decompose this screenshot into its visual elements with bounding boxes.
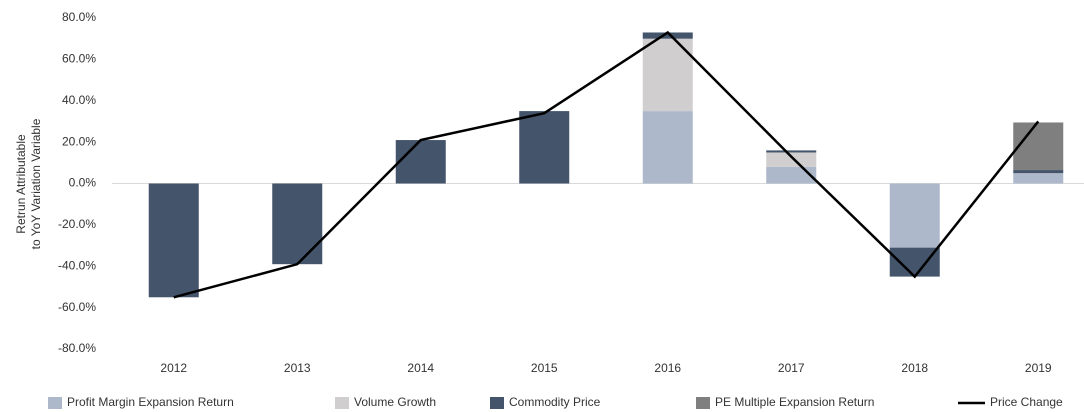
x-tick-label: 2012: [160, 361, 187, 375]
y-tick-label: 80.0%: [62, 10, 96, 24]
x-tick-label: 2019: [1025, 361, 1052, 375]
bar-segment: [889, 183, 940, 248]
bar-segment: [766, 166, 817, 184]
x-tick-label: 2017: [778, 361, 805, 375]
x-tick-label: 2014: [407, 361, 434, 375]
legend-swatch: [696, 397, 710, 409]
bar-segment: [766, 150, 817, 153]
y-tick-label: -60.0%: [58, 300, 96, 314]
bar-segment: [1013, 170, 1064, 174]
x-tick-label: 2016: [654, 361, 681, 375]
legend-swatch: [335, 397, 349, 409]
bar-segment: [642, 111, 693, 184]
legend-label: Volume Growth: [354, 395, 436, 409]
legend-label: Price Change: [990, 395, 1063, 409]
bar-segment: [148, 183, 199, 298]
legend-label: Profit Margin Expansion Return: [67, 395, 234, 409]
y-tick-label: 20.0%: [62, 134, 96, 148]
x-tick-label: 2015: [531, 361, 558, 375]
legend-swatch: [48, 397, 62, 409]
y-tick-label: 40.0%: [62, 93, 96, 107]
legend-swatch: [490, 397, 504, 409]
y-tick-label: 60.0%: [62, 52, 96, 66]
bar-segment: [642, 32, 693, 39]
y-tick-label: -40.0%: [58, 258, 96, 272]
bar-segment: [889, 247, 940, 277]
legend-label: PE Multiple Expansion Return: [715, 395, 874, 409]
y-axis-title: Retrun Attributable: [14, 134, 28, 234]
x-tick-label: 2018: [901, 361, 928, 375]
x-tick-label: 2013: [284, 361, 311, 375]
bar-segment: [272, 183, 323, 265]
y-axis-title: to YoY Variation Variable: [29, 118, 43, 249]
y-tick-label: -80.0%: [58, 341, 96, 355]
line: [173, 30, 1040, 299]
legend-label: Commodity Price: [509, 395, 601, 409]
bar-segment: [1013, 173, 1064, 184]
bar-segment: [395, 140, 446, 184]
y-tick-label: -20.0%: [58, 217, 96, 231]
bar-segment: [519, 111, 570, 184]
bar-segment: [766, 152, 817, 167]
y-tick-label: 0.0%: [69, 176, 97, 190]
bar-segment: [1013, 122, 1064, 171]
